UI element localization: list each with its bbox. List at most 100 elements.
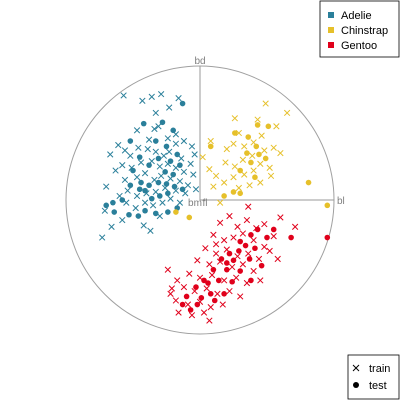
- chinstrap-train-point: [250, 167, 257, 174]
- gentoo-test-point: [324, 234, 331, 241]
- chinstrap-test-point: [186, 214, 193, 221]
- adelie-train-point: [107, 151, 114, 158]
- gentoo-train-point: [186, 270, 193, 277]
- gentoo-train-point: [274, 255, 281, 263]
- adelie-test-point: [155, 179, 162, 186]
- adelie-train-point: [119, 162, 126, 169]
- adelie-train-point: [172, 140, 180, 147]
- adelie-train-point: [132, 204, 139, 212]
- chinstrap-test-point: [232, 130, 238, 136]
- gentoo-test-point: [237, 238, 243, 245]
- gentoo-train-point: [214, 290, 221, 297]
- legend-label-test: test: [369, 380, 387, 392]
- chinstrap-train-point: [239, 156, 247, 163]
- adelie-test-point: [163, 181, 170, 187]
- adelie-train-point: [135, 144, 142, 151]
- legend-type-box: [347, 354, 400, 400]
- legend-label-adelie: Adelie: [341, 10, 372, 22]
- gentoo-test-point: [246, 256, 253, 262]
- chinstrap-train-point: [231, 115, 238, 122]
- adelie-train-point: [166, 104, 173, 111]
- adelie-test-point: [167, 158, 174, 164]
- adelie-test-point: [177, 162, 183, 168]
- adelie-train-point: [133, 174, 141, 181]
- gentoo-train-point: [194, 257, 201, 264]
- chinstrap-train-point: [199, 153, 206, 161]
- legend-label-gentoo: Gentoo: [341, 40, 377, 52]
- gentoo-test-point: [258, 262, 265, 269]
- adelie-train-point: [115, 141, 122, 149]
- adelie-train-point: [120, 92, 127, 99]
- adelie-train-point: [152, 188, 159, 196]
- gentoo-train-point: [167, 290, 174, 297]
- gentoo-test-point: [242, 242, 249, 249]
- gentoo-train-point: [208, 271, 216, 279]
- adelie-train-point: [121, 176, 129, 184]
- axis-label-fl: fl: [203, 198, 208, 209]
- adelie-test-point: [165, 190, 171, 197]
- gentoo-train-point: [255, 255, 263, 263]
- chinstrap-train-point: [283, 109, 291, 117]
- adelie-train-point: [164, 135, 171, 142]
- adelie-train-point: [167, 195, 174, 202]
- gentoo-train-point: [212, 241, 220, 248]
- adelie-test-point: [163, 143, 170, 150]
- chinstrap-train-point: [206, 166, 213, 173]
- gentoo-test-point: [179, 301, 186, 308]
- adelie-train-point: [187, 160, 194, 167]
- chinstrap-train-point: [235, 129, 243, 137]
- gentoo-train-point: [188, 312, 196, 319]
- chinstrap-train-point: [210, 183, 217, 190]
- gentoo-test-point: [198, 295, 205, 301]
- chinstrap-train-point: [207, 137, 214, 145]
- adelie-train-point: [137, 159, 145, 166]
- adelie-train-point: [144, 145, 151, 153]
- adelie-test-point: [103, 202, 109, 209]
- adelie-test-point: [142, 187, 148, 194]
- gentoo-train-point: [212, 250, 220, 257]
- axis-label-bd: bd: [194, 56, 205, 67]
- gentoo-test-point: [248, 232, 254, 238]
- gentoo-train-point: [233, 274, 240, 281]
- adelie-train-point: [99, 234, 106, 241]
- chinstrap-train-point: [216, 199, 224, 206]
- gentoo-test-point: [229, 278, 235, 285]
- axes-layer: [199, 66, 334, 201]
- gentoo-test-point: [211, 297, 218, 304]
- adelie-train-point: [184, 182, 192, 189]
- adelie-train-point: [180, 137, 188, 145]
- gentoo-train-point: [168, 285, 176, 292]
- adelie-train-point: [119, 216, 126, 224]
- adelie-train-point: [188, 143, 196, 150]
- chinstrap-train-point: [261, 147, 268, 154]
- legend-swatch-adelie: [328, 12, 334, 18]
- chinstrap-train-point: [231, 163, 238, 170]
- chinstrap-train-point: [262, 100, 269, 107]
- chinstrap-test-point: [254, 122, 261, 128]
- chinstrap-train-point: [270, 144, 277, 151]
- gentoo-test-point: [264, 234, 270, 241]
- adelie-train-point: [141, 170, 149, 177]
- chinstrap-train-point: [235, 184, 243, 192]
- adelie-test-point: [152, 138, 159, 144]
- chinstrap-train-point: [222, 159, 229, 166]
- adelie-train-point: [176, 199, 184, 206]
- gentoo-train-point: [237, 293, 244, 300]
- adelie-train-point: [140, 222, 147, 229]
- adelie-train-point: [101, 207, 109, 214]
- chinstrap-train-point: [257, 160, 264, 167]
- adelie-train-point: [180, 168, 188, 176]
- adelie-test-point: [111, 209, 118, 215]
- chinstrap-train-point: [223, 145, 230, 153]
- chinstrap-test-point: [245, 134, 252, 140]
- gentoo-train-point: [245, 250, 252, 257]
- chinstrap-train-point: [267, 172, 275, 180]
- gentoo-train-point: [245, 203, 252, 210]
- adelie-train-point: [127, 152, 134, 159]
- gentoo-train-point: [175, 309, 182, 316]
- adelie-test-point: [174, 151, 181, 158]
- chinstrap-test-point: [305, 179, 312, 186]
- gentoo-test-point: [215, 277, 222, 284]
- chinstrap-test-point: [237, 190, 243, 197]
- gentoo-test-point: [205, 280, 211, 286]
